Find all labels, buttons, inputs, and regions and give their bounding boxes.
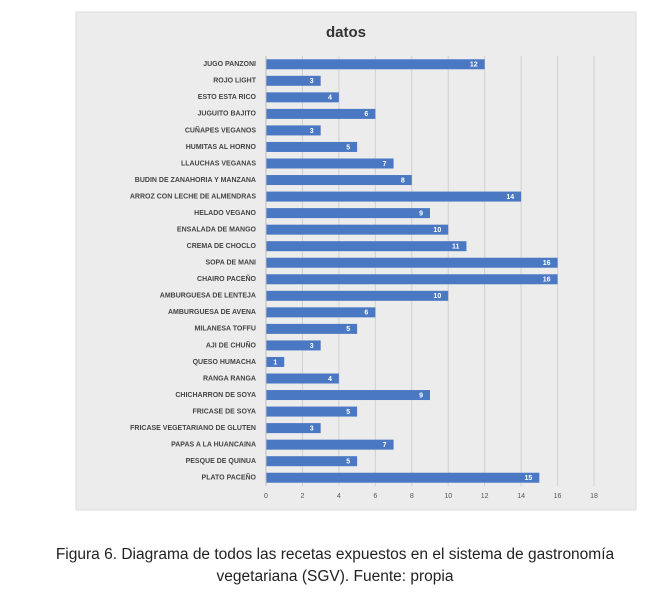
y-tick-label: AJI DE CHUÑO — [206, 340, 257, 349]
value-label: 9 — [419, 392, 423, 399]
x-tick-label: 12 — [481, 493, 489, 500]
y-tick-label: MILANESA TOFFU — [195, 326, 256, 333]
x-tick-label: 10 — [444, 493, 452, 500]
value-label: 12 — [470, 62, 478, 69]
value-label: 7 — [383, 161, 387, 168]
value-label: 3 — [310, 425, 314, 432]
y-tick-label: PAPAS A LA HUANCAINA — [171, 441, 256, 448]
bar — [266, 59, 485, 70]
bar — [266, 423, 321, 434]
x-tick-label: 2 — [300, 493, 304, 500]
value-label: 3 — [310, 343, 314, 350]
y-tick-label: SOPA DE MANI — [205, 260, 256, 267]
value-label: 15 — [525, 475, 533, 482]
bar — [266, 224, 449, 235]
x-tick-label: 8 — [410, 493, 414, 500]
bar — [266, 323, 358, 334]
y-tick-label: ROJO LIGHT — [213, 78, 257, 85]
caption: vegetariana (SGV). Fuente: propia — [217, 568, 454, 585]
y-tick-label: BUDIN DE ZANAHORIA Y MANZANA — [135, 177, 256, 184]
caption: Figura 6. Diagrama de todos las recetas … — [56, 546, 615, 563]
bar — [266, 290, 449, 301]
bar — [266, 241, 467, 252]
y-tick-label: QUESO HUMACHA — [193, 359, 256, 366]
y-tick-label: CREMA DE CHOCLO — [187, 243, 257, 250]
y-tick-label: ESTO ESTA RICO — [198, 94, 257, 101]
value-label: 3 — [310, 78, 314, 85]
bar — [266, 373, 339, 384]
bar — [266, 75, 321, 86]
value-label: 10 — [433, 293, 441, 300]
x-tick-label: 4 — [337, 493, 341, 500]
y-tick-label: ENSALADA DE MANGO — [177, 226, 257, 233]
bar — [266, 92, 339, 103]
bar — [266, 158, 394, 169]
value-label: 16 — [543, 277, 551, 284]
bar — [266, 257, 558, 268]
x-tick-label: 16 — [554, 493, 562, 500]
y-tick-label: ARROZ CON LECHE DE ALMENDRAS — [130, 193, 256, 200]
x-tick-label: 0 — [264, 493, 268, 500]
bar — [266, 191, 522, 202]
bar — [266, 406, 358, 417]
value-label: 5 — [346, 326, 350, 333]
y-tick-label: JUGUITO BAJITO — [198, 111, 257, 118]
bar — [266, 356, 285, 367]
chart-title: datos — [326, 24, 366, 41]
value-label: 11 — [452, 244, 460, 251]
y-tick-label: FRICASE VEGETARIANO DE GLUTEN — [130, 425, 256, 432]
bar — [266, 472, 540, 483]
y-tick-label: PESQUE DE QUINUA — [186, 458, 256, 465]
y-tick-label: HUMITAS AL HORNO — [186, 144, 257, 151]
bar — [266, 125, 321, 136]
value-label: 9 — [419, 210, 423, 217]
value-label: 3 — [310, 128, 314, 135]
value-label: 7 — [383, 442, 387, 449]
value-label: 5 — [346, 459, 350, 466]
value-label: 6 — [364, 310, 368, 317]
bar — [266, 141, 358, 152]
y-tick-label: JUGO PANZONI — [203, 61, 256, 68]
y-tick-label: CHAIRO PACEÑO — [197, 274, 257, 283]
value-label: 4 — [328, 95, 332, 102]
y-tick-label: FRICASE DE SOYA — [192, 408, 256, 415]
y-tick-label: AMBURGUESA DE LENTEJA — [160, 293, 256, 300]
y-tick-label: HELADO VEGANO — [194, 210, 256, 217]
bar — [266, 108, 376, 119]
y-tick-label: RANGA RANGA — [203, 375, 256, 382]
y-tick-label: LLAUCHAS VEGANAS — [181, 160, 256, 167]
x-tick-label: 14 — [517, 493, 525, 500]
value-label: 8 — [401, 177, 405, 184]
x-tick-label: 18 — [590, 493, 598, 500]
y-tick-label: CHICHARRON DE SOYA — [175, 392, 256, 399]
bar — [266, 307, 376, 318]
value-label: 10 — [433, 227, 441, 234]
value-label: 1 — [273, 359, 277, 366]
value-label: 16 — [543, 260, 551, 267]
value-label: 6 — [364, 111, 368, 118]
x-tick-label: 6 — [373, 493, 377, 500]
y-tick-label: CUÑAPES VEGANOS — [185, 125, 257, 134]
value-label: 5 — [346, 409, 350, 416]
value-label: 4 — [328, 376, 332, 383]
bar — [266, 390, 430, 401]
value-label: 14 — [506, 194, 514, 201]
y-tick-label: AMBURGUESA DE AVENA — [168, 309, 256, 316]
value-label: 5 — [346, 144, 350, 151]
bar — [266, 340, 321, 351]
bar — [266, 439, 394, 450]
bar — [266, 208, 430, 219]
y-tick-label: PLATO PACEÑO — [202, 473, 257, 482]
bar — [266, 175, 412, 186]
bar — [266, 456, 358, 467]
bar — [266, 274, 558, 285]
